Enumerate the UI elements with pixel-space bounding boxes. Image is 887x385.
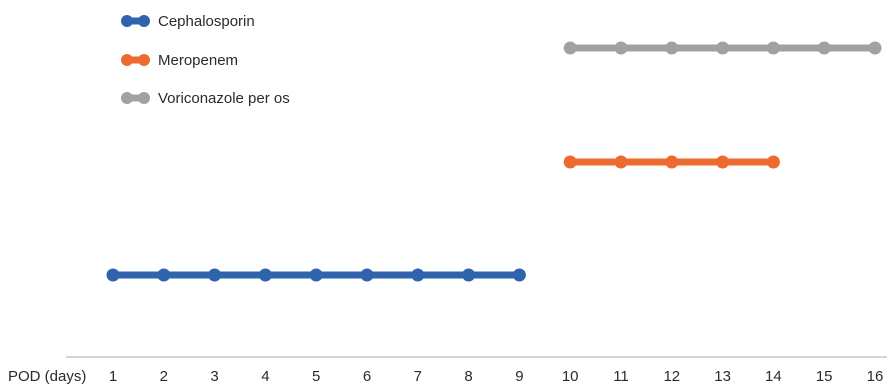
x-tick-label: 10 xyxy=(562,368,579,385)
data-point xyxy=(817,41,831,55)
data-point xyxy=(614,41,628,55)
x-tick-label: 4 xyxy=(261,368,269,385)
legend-swatch-marker xyxy=(121,92,133,104)
data-point xyxy=(563,155,577,169)
legend-label: Cephalosporin xyxy=(158,13,255,30)
series-layer xyxy=(106,41,882,282)
x-tick-label: 6 xyxy=(363,368,371,385)
series-2 xyxy=(563,41,882,55)
x-tick-label: 1 xyxy=(109,368,117,385)
legend-swatch-marker xyxy=(138,54,150,66)
data-point xyxy=(360,268,374,282)
data-point xyxy=(716,155,730,169)
x-tick-label: 9 xyxy=(515,368,523,385)
x-tick-label: 2 xyxy=(160,368,168,385)
legend-item: Cephalosporin xyxy=(121,13,255,30)
x-tick-label: 15 xyxy=(816,368,833,385)
legend: Cephalosporin Meropenem Voriconazole per o… xyxy=(121,13,290,107)
data-point xyxy=(512,268,526,282)
data-point xyxy=(258,268,272,282)
x-tick-label: 3 xyxy=(210,368,218,385)
data-point xyxy=(766,155,780,169)
data-point xyxy=(106,268,120,282)
data-point xyxy=(309,268,323,282)
legend-swatch-marker xyxy=(121,15,133,27)
x-tick-label: 7 xyxy=(414,368,422,385)
data-point xyxy=(563,41,577,55)
legend-swatch-marker xyxy=(138,92,150,104)
data-point xyxy=(462,268,476,282)
data-point xyxy=(157,268,171,282)
series-0 xyxy=(106,268,526,282)
data-point xyxy=(766,41,780,55)
x-tick-label: 11 xyxy=(613,368,629,385)
legend-swatch-marker xyxy=(121,54,133,66)
x-tick-label: 8 xyxy=(464,368,472,385)
x-tick-label: 5 xyxy=(312,368,320,385)
data-point xyxy=(716,41,730,55)
legend-item: Meropenem xyxy=(121,52,238,69)
data-point xyxy=(665,155,679,169)
data-point xyxy=(868,41,882,55)
data-point xyxy=(614,155,628,169)
data-point xyxy=(411,268,425,282)
legend-item: Voriconazole per os xyxy=(121,90,290,107)
legend-label: Voriconazole per os xyxy=(158,90,290,107)
x-tick-labels: 1 2 3 4 5 6 7 8 9 10 11 12 13 14 15 16 xyxy=(109,368,884,385)
x-tick-label: 14 xyxy=(765,368,782,385)
data-point xyxy=(208,268,222,282)
data-point xyxy=(665,41,679,55)
series-1 xyxy=(563,155,780,169)
x-axis-title: POD (days) xyxy=(8,368,86,385)
x-tick-label: 16 xyxy=(867,368,884,385)
legend-label: Meropenem xyxy=(158,52,238,69)
x-tick-label: 12 xyxy=(663,368,680,385)
x-tick-label: 13 xyxy=(714,368,731,385)
legend-swatch-marker xyxy=(138,15,150,27)
